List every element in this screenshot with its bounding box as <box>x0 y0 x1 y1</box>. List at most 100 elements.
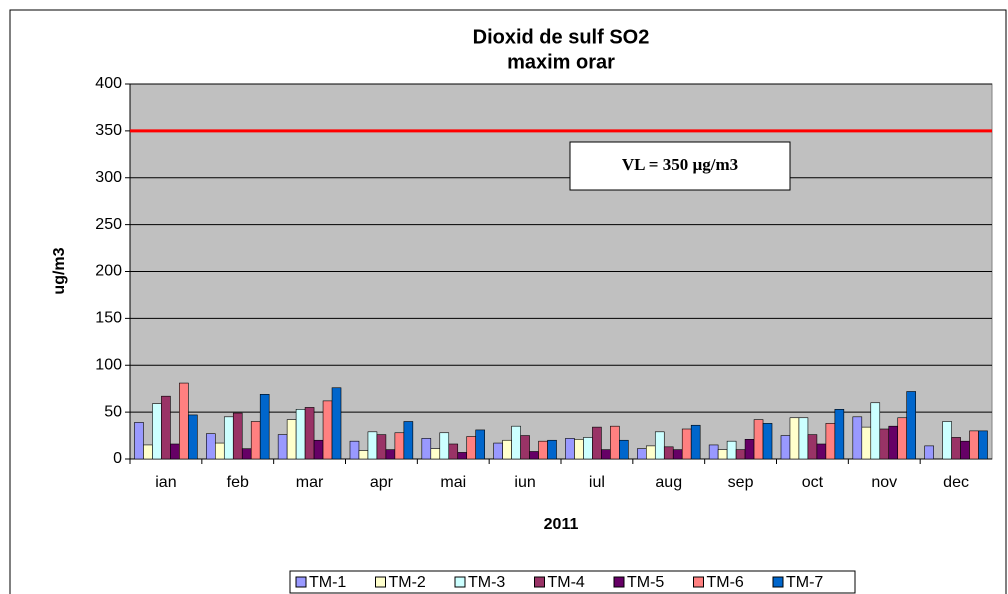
legend-label: TM-2 <box>389 574 426 591</box>
chart-subtitle: maxim orar <box>507 51 615 73</box>
bar <box>825 423 836 460</box>
bar <box>681 428 692 460</box>
bar <box>592 426 602 460</box>
bar <box>358 450 369 460</box>
legend-label: TM-6 <box>707 574 744 591</box>
y-tick-label: 50 <box>104 403 122 420</box>
y-tick-label: 0 <box>113 450 122 467</box>
x-tick-label: aug <box>655 474 682 491</box>
bar <box>520 435 530 460</box>
bar <box>448 443 459 460</box>
bar <box>807 434 818 460</box>
x-tick-label: apr <box>370 474 394 491</box>
bar <box>457 452 468 460</box>
legend-swatch <box>613 576 625 588</box>
bar <box>466 436 476 460</box>
legend-swatch <box>534 576 545 588</box>
bar <box>942 421 952 460</box>
bar <box>951 437 961 460</box>
y-tick-label: 100 <box>95 356 122 373</box>
bar <box>331 387 342 460</box>
bar <box>852 416 863 460</box>
y-tick-label: 300 <box>95 169 122 186</box>
bar <box>430 448 441 460</box>
x-tick-label: mai <box>440 474 466 491</box>
y-tick-label: 200 <box>95 263 122 280</box>
bar <box>188 414 198 460</box>
bar <box>610 425 620 460</box>
bar <box>789 417 800 460</box>
bar <box>547 439 557 460</box>
y-tick-label: 150 <box>95 310 122 327</box>
x-tick-label: iul <box>589 474 605 491</box>
bar <box>601 449 611 460</box>
bar <box>394 432 405 460</box>
bar <box>179 382 189 460</box>
bar <box>385 449 396 460</box>
x-tick-label: nov <box>871 474 897 491</box>
bar <box>978 430 988 460</box>
legend-swatch <box>454 576 466 588</box>
bar <box>816 443 827 460</box>
legend-label: TM-1 <box>309 574 346 591</box>
bar <box>241 448 252 460</box>
bar <box>502 439 512 460</box>
bar <box>870 402 881 460</box>
bar <box>583 437 593 460</box>
legend-swatch <box>295 576 307 588</box>
x-tick-label: mar <box>296 474 324 491</box>
bar <box>215 442 225 460</box>
bar <box>834 409 845 460</box>
bar <box>376 434 387 460</box>
bar <box>969 430 979 460</box>
bar <box>313 439 324 460</box>
bar <box>349 440 360 460</box>
y-tick-label: 350 <box>95 122 122 139</box>
bar <box>152 403 162 460</box>
y-tick-label: 400 <box>95 75 122 92</box>
bar <box>888 425 899 460</box>
x-tick-label: feb <box>227 474 249 491</box>
annotation-box <box>569 141 791 191</box>
bar <box>897 417 907 460</box>
legend-label: TM-5 <box>627 574 664 591</box>
bar <box>663 446 674 460</box>
x-tick-label: dec <box>943 474 969 491</box>
bar <box>646 445 656 460</box>
bar <box>134 422 144 460</box>
bar <box>780 435 791 460</box>
bar <box>259 394 270 460</box>
x-tick-label: oct <box>802 474 824 491</box>
y-tick-label: 250 <box>95 216 122 233</box>
bar <box>232 412 243 460</box>
bar <box>206 433 216 460</box>
x-tick-label: ian <box>155 474 176 491</box>
x-axis-label: 2011 <box>544 516 579 533</box>
legend-box <box>289 570 856 594</box>
bar <box>735 449 746 460</box>
bar <box>295 409 306 460</box>
bar <box>277 434 288 460</box>
bar <box>538 440 548 460</box>
bar <box>879 428 890 460</box>
legend-swatch <box>772 576 784 588</box>
bar <box>304 407 315 460</box>
bar <box>690 424 701 460</box>
bar <box>924 445 934 460</box>
legend-label: TM-3 <box>468 574 505 591</box>
bar <box>960 440 970 460</box>
bar <box>744 439 755 460</box>
legend-label: TM-7 <box>786 574 823 591</box>
bar <box>762 423 773 460</box>
legend-swatch <box>693 576 704 588</box>
x-tick-label: sep <box>728 474 754 491</box>
annotation: VL = 350 µg/m3 <box>622 155 738 174</box>
legend-swatch <box>375 576 386 588</box>
bar <box>717 449 728 460</box>
bar <box>798 417 809 460</box>
bar <box>861 426 872 460</box>
legend-label: TM-4 <box>548 574 585 591</box>
bar <box>672 449 683 460</box>
bar <box>421 438 432 460</box>
